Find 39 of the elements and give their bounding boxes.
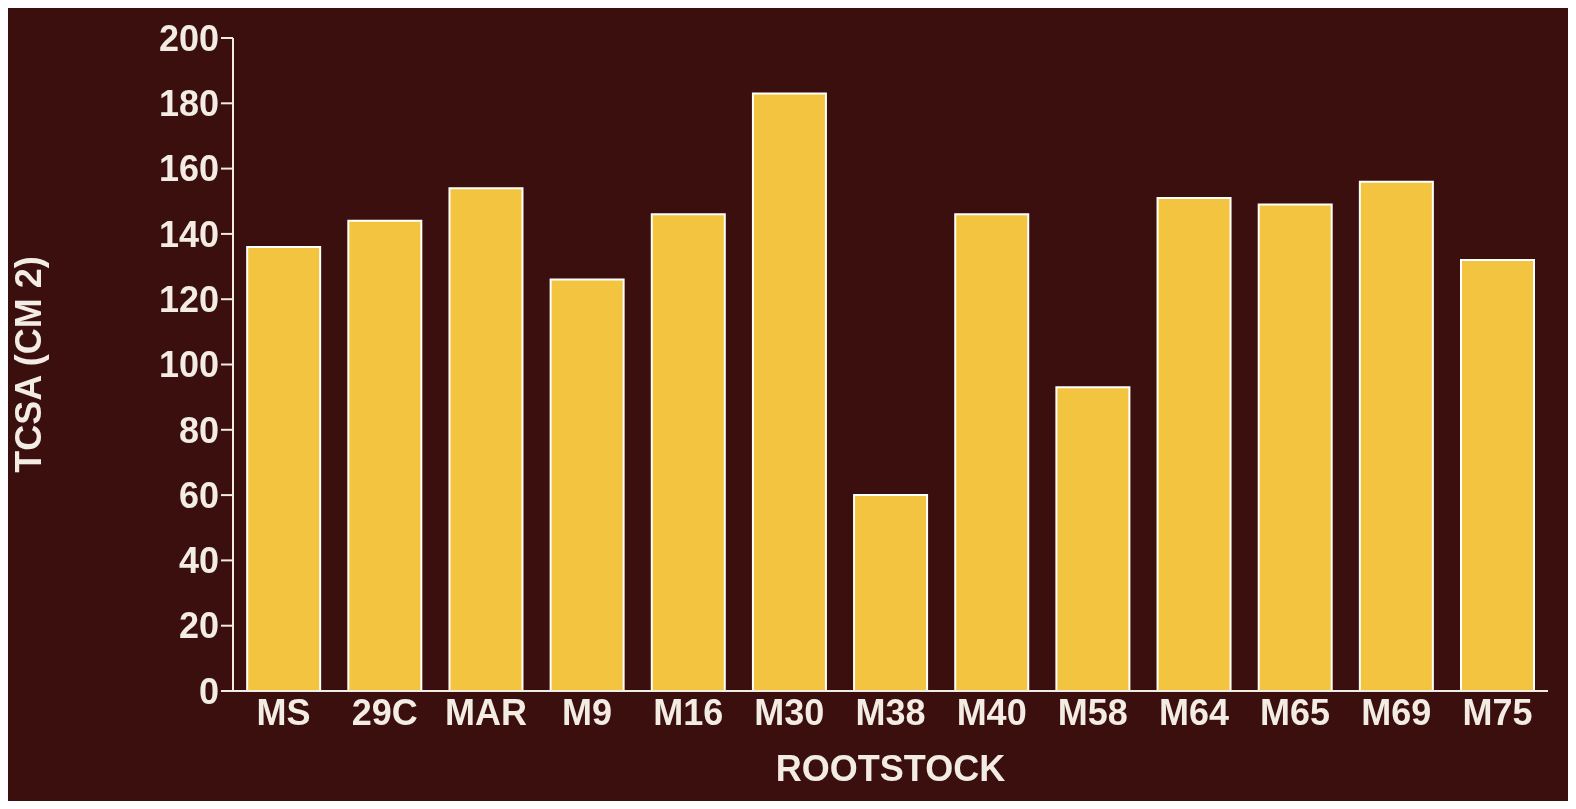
x-tick-label: M30	[754, 691, 825, 733]
y-tick-label: 120	[158, 278, 219, 320]
bar	[347, 219, 423, 691]
bar	[1156, 196, 1232, 691]
bar	[448, 187, 524, 691]
x-tick-label: M40	[956, 691, 1027, 733]
bar	[549, 278, 625, 691]
bar	[954, 213, 1030, 691]
y-tick-label: 40	[178, 540, 219, 582]
bar	[1257, 203, 1333, 691]
y-tick-label: 160	[158, 148, 219, 190]
bar	[1460, 259, 1536, 691]
x-tick-label: M69	[1361, 691, 1432, 733]
y-tick-label: 100	[158, 344, 219, 386]
bar	[1358, 180, 1434, 691]
x-tick-label: M9	[562, 691, 613, 733]
bar	[246, 245, 322, 691]
bar	[853, 494, 929, 691]
bar	[751, 92, 827, 691]
x-tick-label: M75	[1462, 691, 1533, 733]
x-tick-label: MAR	[444, 691, 527, 733]
y-tick-label: 20	[178, 605, 219, 647]
y-tick-label: 60	[178, 474, 219, 516]
bar	[650, 213, 726, 691]
x-tick-label: M65	[1260, 691, 1331, 733]
y-tick-label: 140	[158, 213, 219, 255]
y-tick-label: 0	[198, 670, 219, 712]
x-tick-label: M58	[1057, 691, 1128, 733]
x-tick-label: MS	[256, 691, 311, 733]
x-tick-label: 29C	[351, 691, 418, 733]
x-tick-label: M16	[653, 691, 724, 733]
y-tick-label: 80	[178, 409, 219, 451]
y-tick-label: 200	[158, 17, 219, 59]
x-tick-label: M64	[1158, 691, 1229, 733]
bar	[1055, 386, 1131, 691]
y-tick-label: 180	[158, 83, 219, 125]
x-axis-title: ROOTSTOCK	[775, 748, 1006, 789]
y-axis-title: TCSA (CM 2)	[7, 256, 49, 473]
x-tick-label: M38	[855, 691, 926, 733]
